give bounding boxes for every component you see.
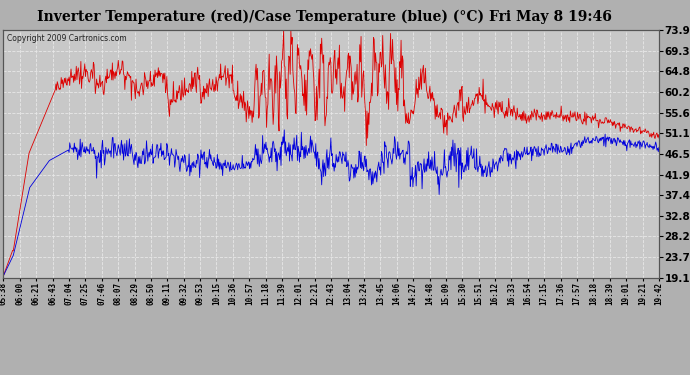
Text: Copyright 2009 Cartronics.com: Copyright 2009 Cartronics.com [7, 34, 126, 43]
Text: Inverter Temperature (red)/Case Temperature (blue) (°C) Fri May 8 19:46: Inverter Temperature (red)/Case Temperat… [37, 9, 612, 24]
